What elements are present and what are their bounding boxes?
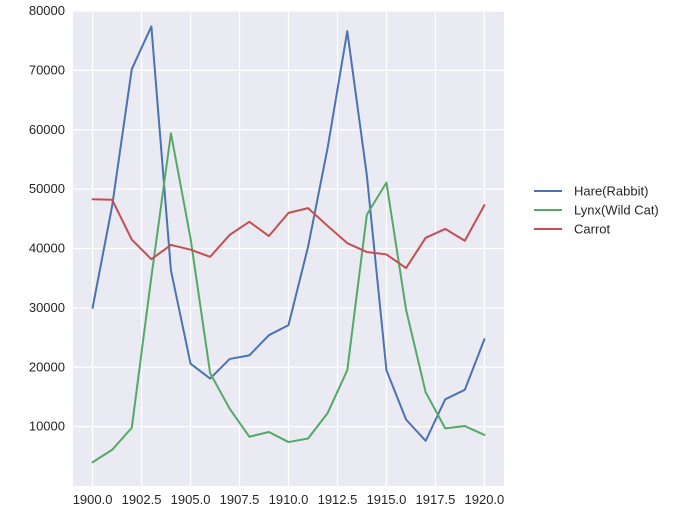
- series-line-1: [91, 25, 486, 442]
- legend-label: Lynx(Wild Cat): [574, 203, 659, 218]
- x-tick-label: 1900.0: [73, 492, 113, 507]
- y-tick-label: 40000: [29, 241, 65, 256]
- y-tick-label: 80000: [29, 3, 65, 18]
- x-tick-label: 1912.5: [318, 492, 358, 507]
- legend-label: Carrot: [574, 222, 611, 237]
- y-tick-label: 50000: [29, 181, 65, 196]
- x-tick-label: 1905.0: [171, 492, 211, 507]
- series-lines: [91, 25, 486, 464]
- x-tick-label: 1915.0: [367, 492, 407, 507]
- x-tick-label: 1907.5: [220, 492, 260, 507]
- legend: Hare(Rabbit) Lynx(Wild Cat) Carrot: [534, 184, 659, 237]
- y-tick-label: 70000: [29, 62, 65, 77]
- x-tick-label: 1902.5: [122, 492, 162, 507]
- series-line-2: [91, 132, 486, 464]
- legend-label: Hare(Rabbit): [574, 184, 648, 199]
- x-tick-label: 1910.0: [269, 492, 309, 507]
- y-tick-label: 30000: [29, 300, 65, 315]
- y-tick-label: 20000: [29, 359, 65, 374]
- x-axis-ticks: 1900.0 1902.5 1905.0 1907.5 1910.0 1912.5 1915…: [73, 492, 505, 507]
- y-axis-ticks: 10000 20000 30000 40000 50000 60000 70000 80000: [29, 3, 65, 434]
- y-tick-label: 10000: [29, 419, 65, 434]
- x-tick-label: 1917.5: [416, 492, 456, 507]
- series-line-3: [91, 198, 486, 270]
- y-tick-label: 60000: [29, 122, 65, 137]
- x-tick-label: 1920.0: [465, 492, 505, 507]
